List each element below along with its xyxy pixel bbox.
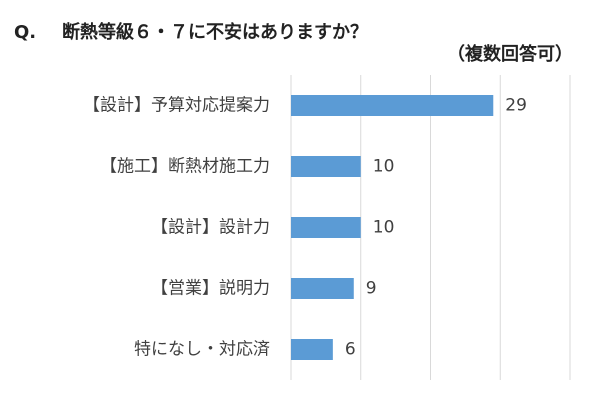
data-label: 6	[345, 340, 356, 360]
bar	[291, 156, 361, 177]
category-label: 【設計】予算対応提案力	[83, 96, 270, 116]
category-label: 【営業】説明力	[151, 279, 270, 299]
data-label: 10	[373, 157, 395, 177]
chart-subtitle: （複数回答可）	[447, 44, 573, 65]
data-label: 10	[373, 218, 395, 238]
category-label: 【施工】断熱材施工力	[100, 157, 270, 177]
data-label: 9	[366, 279, 377, 299]
bar	[291, 95, 494, 116]
question-text: 断熱等級６・７に不安はありますか？	[62, 22, 368, 43]
question-label: Q.	[14, 22, 37, 43]
bar	[291, 339, 333, 360]
bar	[291, 278, 354, 299]
category-label: 【設計】設計力	[151, 218, 270, 238]
category-label: 特になし・対応済	[134, 340, 270, 360]
data-label: 29	[505, 96, 527, 116]
bar	[291, 217, 361, 238]
chart-title: Q. 断熱等級６・７に不安はありますか？	[14, 18, 368, 44]
